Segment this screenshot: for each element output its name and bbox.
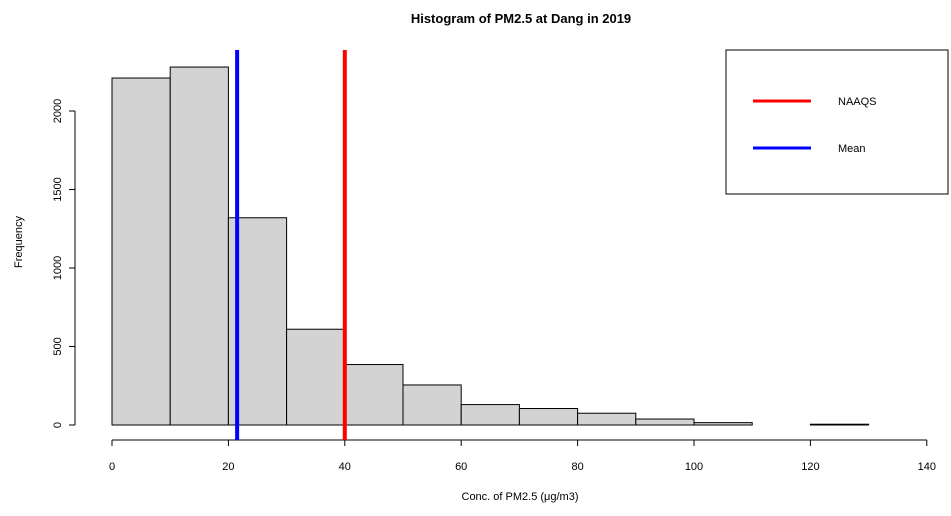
legend: NAAQS Mean xyxy=(725,49,949,195)
y-tick-label: 500 xyxy=(52,337,64,355)
x-tick-label: 60 xyxy=(455,461,467,473)
x-tick-label: 120 xyxy=(801,461,819,473)
histogram-bar xyxy=(344,364,404,426)
y-ticks-group: 0 500 1000 1500 2000 xyxy=(52,99,75,428)
histogram-bar xyxy=(809,423,870,426)
y-tick-label: 1000 xyxy=(52,256,64,280)
x-ticks-group: 0 20 40 60 80 100 120 140 xyxy=(109,440,936,473)
legend-label-mean: Mean xyxy=(838,143,866,155)
x-tick-label: 140 xyxy=(918,461,936,473)
histogram-bar xyxy=(693,422,753,426)
y-tick-label: 2000 xyxy=(52,99,64,123)
histogram-bar xyxy=(169,66,229,426)
y-tick-label: 0 xyxy=(52,422,64,428)
histogram-bar xyxy=(518,408,579,426)
x-tick-label: 100 xyxy=(685,461,703,473)
histogram-bar xyxy=(635,418,695,426)
legend-label-naaqs: NAAQS xyxy=(838,96,877,108)
y-tick-label: 1500 xyxy=(52,177,64,201)
histogram-bar xyxy=(577,412,637,426)
y-axis-label: Frequency xyxy=(13,216,25,268)
histogram-bar xyxy=(286,328,346,426)
reference-lines-group xyxy=(235,50,347,440)
histogram-bar xyxy=(402,384,462,426)
x-tick-label: 20 xyxy=(222,461,234,473)
legend-box xyxy=(725,49,949,195)
histogram-bar xyxy=(460,404,520,426)
chart-title: Histogram of PM2.5 at Dang in 2019 xyxy=(411,11,631,26)
x-tick-label: 0 xyxy=(109,461,115,473)
x-axis-label: Conc. of PM2.5 (μg/m3) xyxy=(462,491,579,503)
x-tick-label: 40 xyxy=(339,461,351,473)
x-tick-label: 80 xyxy=(571,461,583,473)
histogram-bar xyxy=(111,77,171,426)
